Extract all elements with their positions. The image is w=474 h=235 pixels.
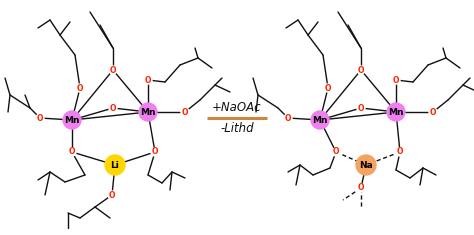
Text: Mn: Mn bbox=[388, 107, 404, 117]
Circle shape bbox=[109, 104, 117, 112]
Text: O: O bbox=[358, 66, 364, 74]
Text: O: O bbox=[37, 114, 43, 122]
Circle shape bbox=[396, 148, 404, 156]
Text: O: O bbox=[393, 75, 399, 85]
Text: O: O bbox=[358, 103, 364, 113]
Text: O: O bbox=[333, 148, 339, 157]
Text: O: O bbox=[358, 184, 364, 192]
Text: O: O bbox=[397, 148, 403, 157]
Circle shape bbox=[76, 84, 84, 92]
Text: O: O bbox=[145, 75, 151, 85]
Circle shape bbox=[392, 76, 400, 84]
Text: O: O bbox=[430, 107, 436, 117]
Text: O: O bbox=[152, 148, 158, 157]
Text: O: O bbox=[69, 148, 75, 157]
Text: Li: Li bbox=[110, 161, 119, 169]
Text: O: O bbox=[77, 83, 83, 93]
Circle shape bbox=[429, 108, 437, 116]
Text: Mn: Mn bbox=[140, 107, 156, 117]
Circle shape bbox=[324, 84, 332, 92]
Text: Na: Na bbox=[359, 161, 373, 169]
Text: +NaOAc: +NaOAc bbox=[212, 101, 262, 114]
Text: O: O bbox=[110, 103, 116, 113]
Text: Mn: Mn bbox=[64, 115, 80, 125]
Circle shape bbox=[357, 184, 365, 192]
Text: O: O bbox=[285, 114, 291, 122]
Circle shape bbox=[284, 114, 292, 122]
Circle shape bbox=[357, 104, 365, 112]
Circle shape bbox=[356, 155, 376, 175]
Circle shape bbox=[357, 66, 365, 74]
Circle shape bbox=[311, 111, 329, 129]
Circle shape bbox=[68, 148, 76, 156]
Circle shape bbox=[181, 108, 189, 116]
Circle shape bbox=[108, 191, 116, 199]
Circle shape bbox=[105, 155, 125, 175]
Text: O: O bbox=[182, 107, 188, 117]
Circle shape bbox=[144, 76, 152, 84]
Circle shape bbox=[139, 103, 157, 121]
Circle shape bbox=[151, 148, 159, 156]
Text: O: O bbox=[325, 83, 331, 93]
Text: Mn: Mn bbox=[312, 115, 328, 125]
Circle shape bbox=[387, 103, 405, 121]
Circle shape bbox=[63, 111, 81, 129]
Circle shape bbox=[36, 114, 44, 122]
Text: O: O bbox=[110, 66, 116, 74]
Text: -Lithd: -Lithd bbox=[220, 122, 254, 135]
Text: O: O bbox=[109, 191, 115, 200]
Circle shape bbox=[109, 66, 117, 74]
Circle shape bbox=[332, 148, 340, 156]
